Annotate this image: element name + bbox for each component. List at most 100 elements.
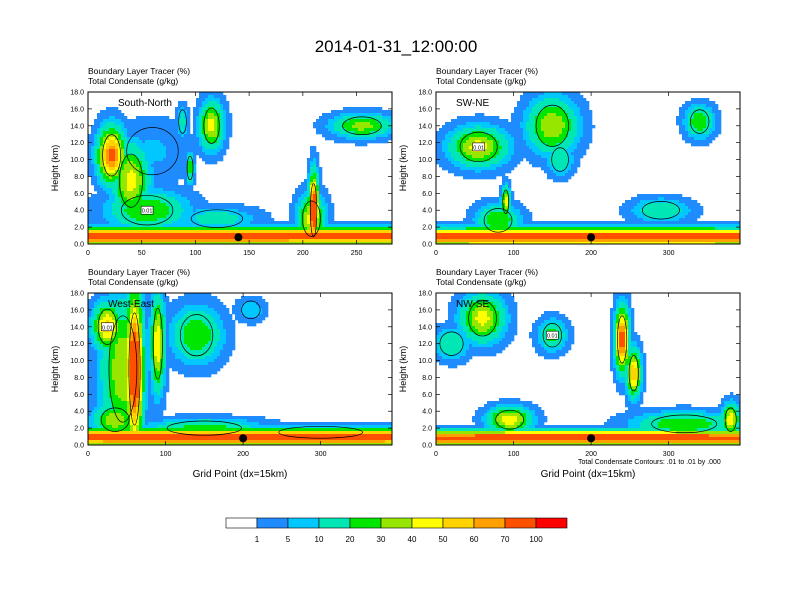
panel-nw-se: Boundary Layer Tracer (%)Total Condensat… [398,267,741,480]
y-axis-label: Height (km) [50,346,60,393]
location-marker [234,233,243,242]
plot-frame [87,292,393,446]
x-tick-label: 300 [663,451,675,458]
panel-sw-ne: Boundary Layer Tracer (%)Total Condensat… [398,66,741,257]
tracer-field [436,293,740,445]
x-tick-label: 300 [315,451,327,458]
contour-label: 0.01 [547,334,558,340]
colorbar-label: 1 [255,535,260,544]
y-tick-label: 0.0 [74,443,84,450]
x-tick-label: 100 [160,451,172,458]
y-tick-label: 6.0 [422,392,432,399]
x-tick-label: 200 [585,451,597,458]
colorbar-swatch [473,517,506,529]
panel-label: NW-SE [456,299,489,310]
contour-label: 0.01 [142,209,153,215]
panel-subtitle-tracer: Boundary Layer Tracer (%) [88,66,190,76]
colorbar-swatch [225,517,258,529]
y-axis-label: Height (km) [398,145,408,192]
x-tick-label: 150 [243,250,255,257]
panel-label: West-East [108,299,154,310]
contour-label: 0.01 [102,325,113,331]
x-tick-label: 100 [190,250,202,257]
figure-title: 2014-01-31_12:00:00 [315,37,478,56]
x-axis-label: Grid Point (dx=15km) [193,469,288,480]
y-tick-label: 2.0 [74,426,84,433]
colorbar-label: 40 [408,535,417,544]
y-tick-label: 6.0 [74,191,84,198]
colorbar-label: 70 [501,535,510,544]
y-tick-label: 18.0 [70,90,84,97]
y-tick-label: 2.0 [422,426,432,433]
colorbar-swatch [411,517,444,529]
colorbar-label: 20 [346,535,355,544]
y-tick-label: 14.0 [418,123,432,130]
y-axis-label: Height (km) [50,145,60,192]
condensate-contours: 0.01 [97,300,363,439]
y-tick-label: 4.0 [74,409,84,416]
contour-note: Total Condensate Contours: .01 to .01 by… [578,459,721,466]
plot-frame [435,292,741,446]
plot-frame [87,91,393,245]
y-tick-label: 18.0 [418,90,432,97]
x-tick-label: 0 [86,250,90,257]
y-tick-label: 14.0 [70,324,84,331]
panel-subtitle-tracer: Boundary Layer Tracer (%) [436,66,538,76]
colorbar: 1 5 10 20 30 40 50 60 70 100 [225,517,568,544]
panels: Boundary Layer Tracer (%)Total Condensat… [50,66,741,480]
y-tick-label: 16.0 [418,307,432,314]
x-tick-label: 0 [86,451,90,458]
y-tick-label: 18.0 [70,291,84,298]
y-tick-label: 2.0 [422,225,432,232]
panel-subtitle-tracer: Boundary Layer Tracer (%) [88,267,190,277]
x-tick-label: 0 [434,451,438,458]
y-tick-label: 10.0 [70,358,84,365]
x-tick-label: 300 [663,250,675,257]
colorbar-swatch [535,517,568,529]
y-tick-label: 8.0 [74,174,84,181]
y-tick-label: 16.0 [70,307,84,314]
x-tick-label: 200 [297,250,309,257]
y-tick-label: 8.0 [422,174,432,181]
colorbar-swatch [349,517,382,529]
y-tick-label: 0.0 [422,242,432,249]
colorbar-swatch [380,517,413,529]
panel-west-east: Boundary Layer Tracer (%)Total Condensat… [50,267,393,480]
plot-frame [435,91,741,245]
x-tick-label: 100 [508,451,520,458]
panel-subtitle-condensate: Total Condensate (g/kg) [436,277,526,287]
y-tick-label: 4.0 [74,208,84,215]
y-tick-label: 12.0 [70,341,84,348]
y-tick-label: 12.0 [418,341,432,348]
y-tick-label: 16.0 [70,106,84,113]
location-marker [587,233,596,242]
y-tick-label: 18.0 [418,291,432,298]
colorbar-label: 100 [529,535,543,544]
colorbar-label: 5 [286,535,291,544]
y-tick-label: 2.0 [74,225,84,232]
y-tick-label: 10.0 [418,157,432,164]
panel-label: South-North [118,98,172,109]
panel-subtitle-tracer: Boundary Layer Tracer (%) [436,267,538,277]
y-tick-label: 12.0 [418,140,432,147]
colorbar-swatch [256,517,289,529]
colorbar-label: 10 [315,535,324,544]
y-axis-label: Height (km) [398,346,408,393]
colorbar-swatch [504,517,537,529]
y-tick-label: 6.0 [74,392,84,399]
y-tick-label: 16.0 [418,106,432,113]
y-tick-label: 4.0 [422,208,432,215]
x-tick-label: 200 [237,451,249,458]
condensate-contours: 0.01 [459,104,710,233]
y-tick-label: 4.0 [422,409,432,416]
condensate-contours: 0.01 [102,107,382,238]
colorbar-swatch [442,517,475,529]
panel-label: SW-NE [456,98,489,109]
condensate-contours: 0.01 [439,300,737,434]
panel-subtitle-condensate: Total Condensate (g/kg) [436,76,526,86]
tracer-field [436,92,740,244]
colorbar-label: 30 [377,535,386,544]
y-tick-label: 8.0 [422,375,432,382]
y-tick-label: 8.0 [74,375,84,382]
panel-south-north: Boundary Layer Tracer (%)Total Condensat… [50,66,393,257]
